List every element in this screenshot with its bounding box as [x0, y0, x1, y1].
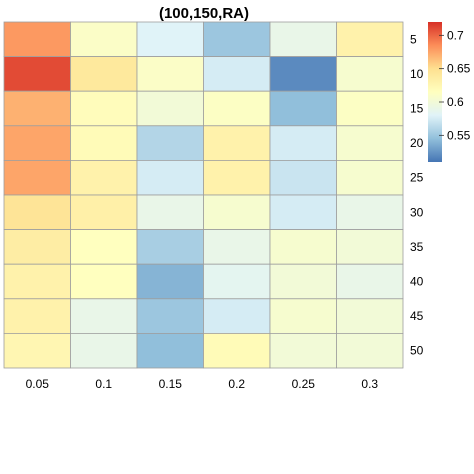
heatmap-cell [269, 332, 337, 369]
heatmap-cell [3, 56, 71, 92]
heatmap-cell [336, 298, 404, 334]
heatmap-cell [70, 298, 138, 334]
heatmap-cell [203, 56, 271, 92]
heatmap-cell [203, 194, 271, 230]
heatmap-cell [269, 229, 337, 265]
heatmap-cell [70, 90, 138, 127]
heatmap-cell [203, 21, 271, 57]
heatmap-cell [136, 298, 204, 334]
heatmap-cell [3, 194, 71, 230]
colorbar-gradient [428, 22, 442, 162]
heatmap-cell [136, 332, 204, 369]
x-tick-label: 0.1 [95, 377, 112, 391]
y-tick-label: 25 [410, 171, 424, 185]
heatmap-cell [3, 159, 71, 196]
heatmap-cell [136, 229, 204, 265]
x-tick-label: 0.15 [159, 377, 183, 391]
y-tick-label: 15 [410, 102, 424, 116]
heatmap-cell [269, 194, 337, 230]
heatmap-cell [336, 125, 404, 161]
heatmap-cells [3, 21, 404, 369]
heatmap-cell [70, 56, 138, 92]
color-legend: 0.55 0.6 0.65 0.7 [428, 22, 471, 162]
heatmap-cell [203, 263, 271, 300]
heatmap-cell [70, 332, 138, 369]
y-tick-label: 30 [410, 205, 424, 219]
y-tick-label: 35 [410, 240, 424, 254]
x-tick-label: 0.05 [26, 377, 50, 391]
y-tick-label: 45 [410, 309, 424, 323]
heatmap-cell [136, 90, 204, 127]
heatmap-cell [70, 263, 138, 300]
heatmap-cell [136, 125, 204, 161]
y-tick-label: 5 [410, 32, 417, 46]
heatmap-cell [269, 263, 337, 300]
heatmap-cell [3, 125, 71, 161]
heatmap-cell [203, 229, 271, 265]
colorbar-tick-label: 0.55 [447, 128, 471, 142]
heatmap-cell [336, 21, 404, 57]
heatmap-cell [136, 194, 204, 230]
heatmap-cell [269, 159, 337, 196]
heatmap-cell [336, 56, 404, 92]
heatmap-cell [203, 298, 271, 334]
heatmap-cell [203, 125, 271, 161]
y-tick-label: 50 [410, 344, 424, 358]
y-tick-label: 40 [410, 275, 424, 289]
heatmap-cell [336, 159, 404, 196]
colorbar-tick-label: 0.6 [447, 95, 464, 109]
colorbar-ticks: 0.55 0.6 0.65 0.7 [439, 28, 471, 142]
x-axis-ticks: 0.05 0.1 0.15 0.2 0.25 0.3 [26, 377, 379, 391]
y-axis-ticks: 5 10 15 20 25 30 35 40 45 50 [410, 32, 424, 357]
heatmap-cell [336, 263, 404, 300]
heatmap-cell [203, 159, 271, 196]
colorbar-tick-label: 0.7 [447, 28, 464, 42]
heatmap-cell [70, 21, 138, 57]
heatmap-cell [70, 125, 138, 161]
heatmap-cell [70, 194, 138, 230]
heatmap-cell [269, 56, 337, 92]
heatmap-cell [336, 90, 404, 127]
heatmap-cell [203, 90, 271, 127]
heatmap-cell [3, 332, 71, 369]
chart-title: (100,150,RA) [159, 5, 249, 22]
heatmap-cell [336, 332, 404, 369]
heatmap-cell [136, 159, 204, 196]
y-tick-label: 10 [410, 67, 424, 81]
heatmap-cell [3, 90, 71, 127]
heatmap-cell [269, 21, 337, 57]
heatmap-cell [203, 332, 271, 369]
heatmap-cell [336, 229, 404, 265]
x-tick-label: 0.3 [361, 377, 378, 391]
x-tick-label: 0.25 [292, 377, 316, 391]
heatmap-cell [3, 229, 71, 265]
heatmap-cell [136, 263, 204, 300]
heatmap-cell [136, 56, 204, 92]
y-tick-label: 20 [410, 136, 424, 150]
heatmap-cell [3, 263, 71, 300]
heatmap-cell [269, 298, 337, 334]
heatmap-cell [3, 21, 71, 57]
heatmap-cell [269, 125, 337, 161]
heatmap-cell [269, 90, 337, 127]
heatmap-cell [70, 229, 138, 265]
colorbar-tick-label: 0.65 [447, 62, 471, 76]
x-tick-label: 0.2 [228, 377, 245, 391]
heatmap-cell [336, 194, 404, 230]
heatmap-cell [136, 21, 204, 57]
heatmap-cell [70, 159, 138, 196]
heatmap-cell [3, 298, 71, 334]
